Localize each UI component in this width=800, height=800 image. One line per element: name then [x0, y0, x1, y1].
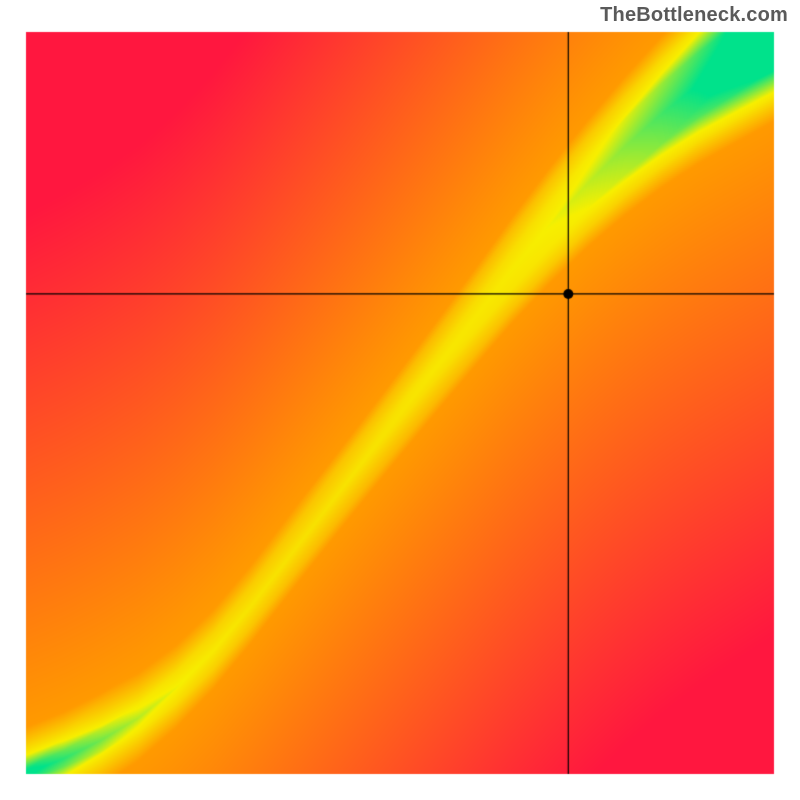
chart-container: TheBottleneck.com	[0, 0, 800, 800]
heatmap-canvas	[0, 0, 800, 800]
attribution-text: TheBottleneck.com	[600, 4, 788, 27]
